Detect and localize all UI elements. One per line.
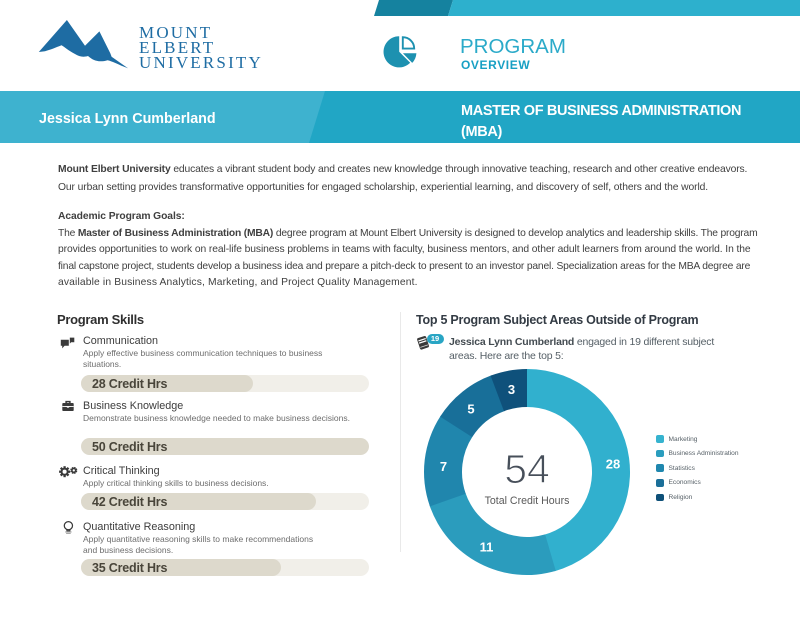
svg-text:7: 7 [440,459,447,474]
svg-text:28: 28 [606,457,620,472]
svg-text:11: 11 [480,540,494,555]
svg-text:3: 3 [508,382,515,397]
svg-text:5: 5 [467,402,474,417]
